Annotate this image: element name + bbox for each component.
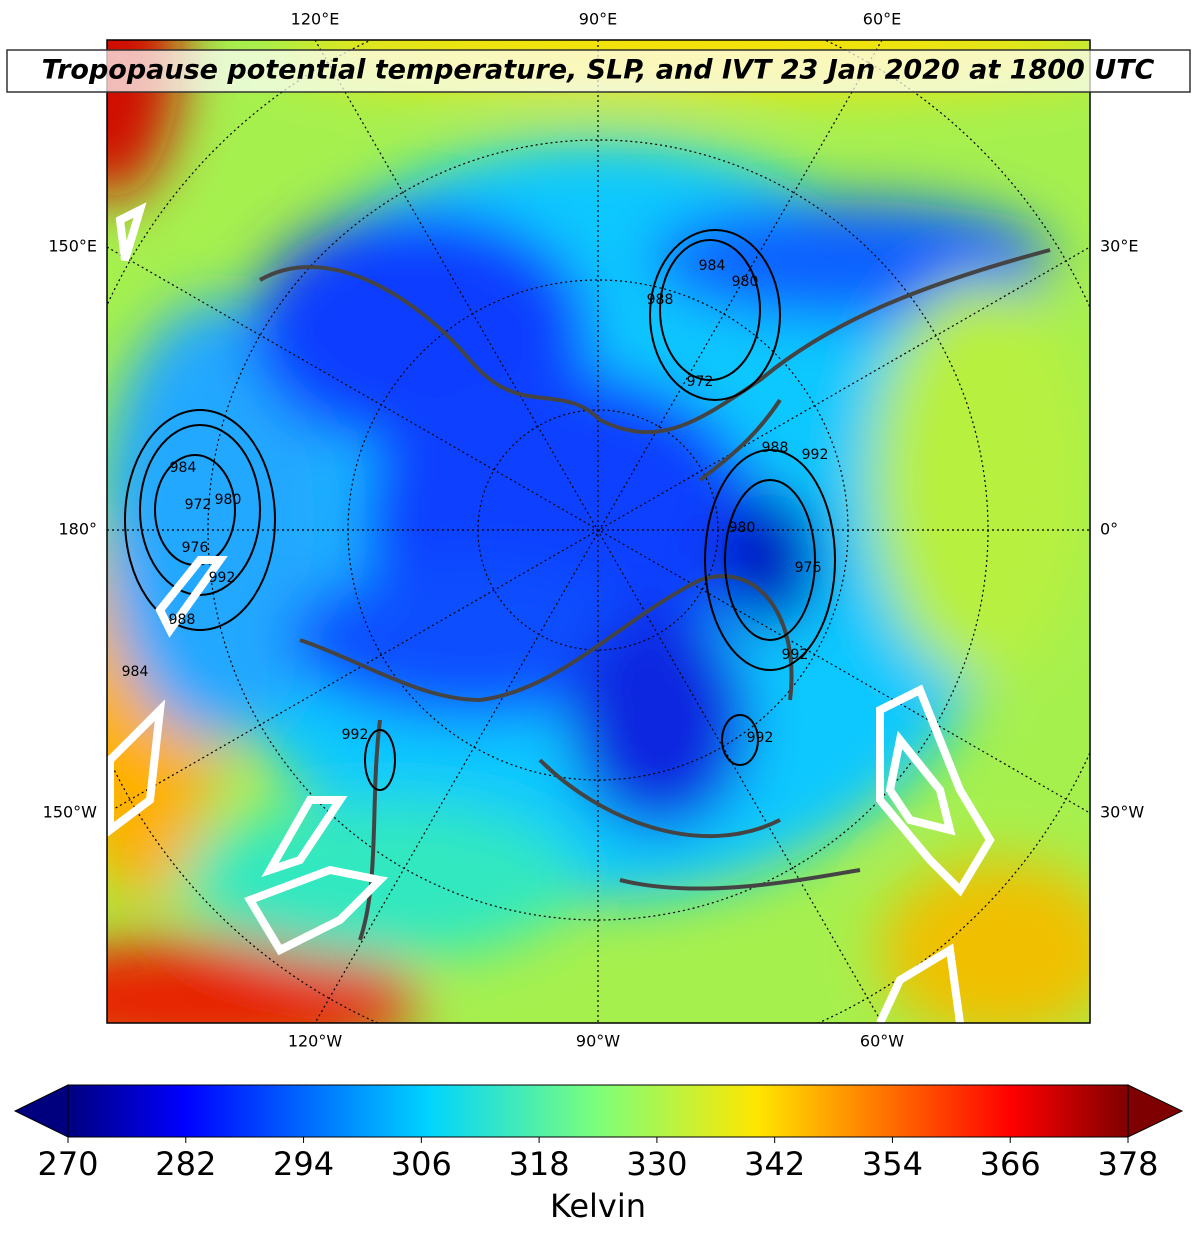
colorbar-tick-label: 270 bbox=[37, 1145, 98, 1183]
lon-label: 180° bbox=[58, 520, 97, 539]
title: Tropopause potential temperature, SLP, a… bbox=[42, 55, 1155, 86]
slp-label: 988 bbox=[169, 612, 196, 628]
lon-label: 30°E bbox=[1100, 237, 1138, 256]
slp-label: 988 bbox=[762, 440, 789, 456]
colorbar-extend-high bbox=[1127, 1084, 1184, 1138]
slp-label: 992 bbox=[342, 727, 369, 743]
lon-label: 60°W bbox=[860, 1032, 904, 1051]
ivt-contours bbox=[107, 202, 995, 1023]
colorbar-tick-label: 330 bbox=[626, 1145, 687, 1183]
lon-label: 120°W bbox=[288, 1032, 343, 1051]
map-frame bbox=[106, 39, 1091, 1024]
slp-label: 992 bbox=[782, 647, 809, 663]
lon-label: 90°E bbox=[579, 10, 617, 29]
slp-label: 972 bbox=[687, 374, 714, 390]
lon-label: 60°E bbox=[863, 10, 901, 29]
slp-label: 980 bbox=[215, 492, 242, 508]
slp-label: 980 bbox=[732, 274, 759, 290]
colorbar-tick-label: 342 bbox=[744, 1145, 805, 1183]
lon-label: 150°E bbox=[48, 237, 97, 256]
slp-label: 972 bbox=[185, 497, 212, 513]
coastlines bbox=[259, 248, 1051, 941]
colorbar-tick-label: 306 bbox=[391, 1145, 452, 1183]
lon-label: 0° bbox=[1100, 520, 1118, 539]
slp-label: 984 bbox=[699, 258, 726, 274]
slp-contours bbox=[124, 229, 836, 791]
colorbar-tick-label: 366 bbox=[980, 1145, 1041, 1183]
slp-label: 980 bbox=[729, 520, 756, 536]
slp-label: 984 bbox=[122, 664, 149, 680]
lon-label: 90°W bbox=[576, 1032, 620, 1051]
colorbar-extend-low bbox=[13, 1084, 69, 1138]
graticule bbox=[107, 40, 1090, 1023]
lon-label: 150°W bbox=[43, 803, 98, 822]
colorbar-tick-label: 378 bbox=[1097, 1145, 1158, 1183]
slp-label: 992 bbox=[747, 730, 774, 746]
lon-label: 120°E bbox=[291, 10, 340, 29]
colorbar-label: Kelvin bbox=[550, 1187, 646, 1225]
slp-label: 976 bbox=[795, 560, 822, 576]
slp-label: 992 bbox=[209, 570, 236, 586]
colorbar-tick-label: 282 bbox=[155, 1145, 216, 1183]
slp-label: 988 bbox=[647, 292, 674, 308]
lon-label: 30°W bbox=[1100, 803, 1144, 822]
colorbar-tick-label: 294 bbox=[273, 1145, 334, 1183]
colorbar bbox=[67, 1084, 1129, 1138]
colorbar-tick-label: 318 bbox=[509, 1145, 570, 1183]
slp-label: 984 bbox=[170, 460, 197, 476]
colorbar-tick-label: 354 bbox=[862, 1145, 923, 1183]
slp-label: 976 bbox=[182, 540, 209, 556]
title-box bbox=[6, 49, 1191, 93]
slp-label: 992 bbox=[802, 447, 829, 463]
